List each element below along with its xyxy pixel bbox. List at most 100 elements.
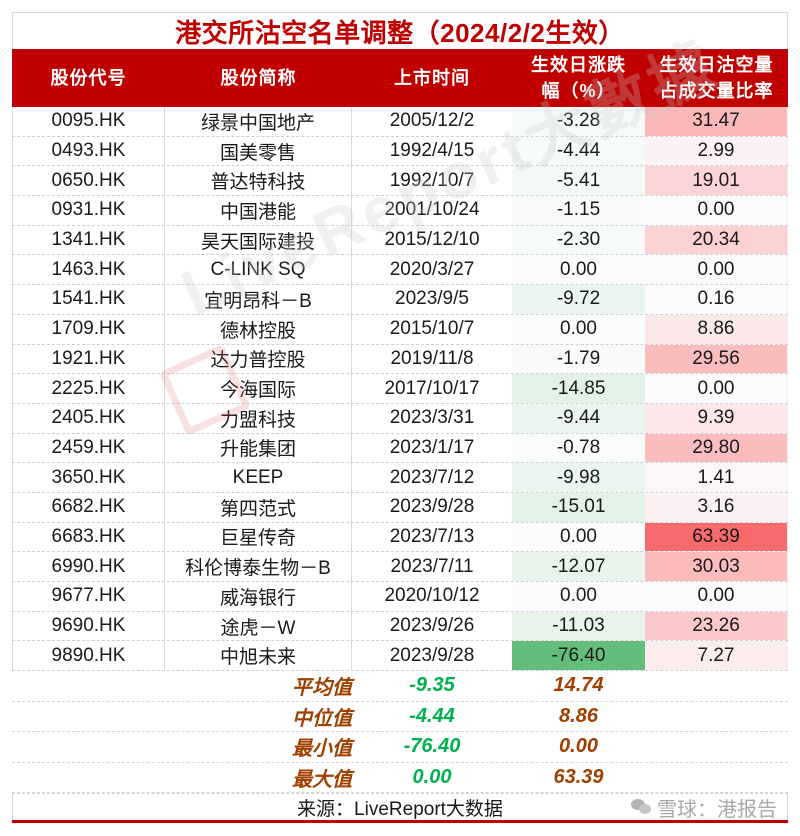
listing-date-cell: 2005/12/2 bbox=[389, 110, 475, 132]
change-pct-cell: -2.30 bbox=[512, 225, 645, 255]
stock-name-cell: 昊天国际建投 bbox=[165, 225, 352, 255]
change-pct-cell: 0.00 bbox=[512, 522, 645, 552]
short-ratio-cell: 29.80 bbox=[645, 433, 788, 463]
change-pct-cell: -1.79 bbox=[512, 344, 645, 374]
table-row: 6990.HK 科伦博泰生物－B 2023/7/11 -12.07 30.03 bbox=[12, 552, 788, 582]
stock-code-cell: 0095.HK bbox=[12, 107, 165, 136]
table-row: 1921.HK 达力普控股 2019/11/8 -1.79 29.56 bbox=[12, 344, 788, 375]
stock-name-cell: 第四范式 bbox=[165, 492, 352, 522]
table-row: 3650.HK KEEP 2023/7/12 -9.98 1.41 bbox=[12, 463, 788, 493]
stock-code-cell: 6682.HK bbox=[12, 492, 165, 522]
summary-label: 中位值 bbox=[292, 707, 352, 730]
change-pct-cell: -9.98 bbox=[512, 463, 645, 492]
short-ratio-cell: 9.39 bbox=[645, 403, 788, 433]
summary-ratio: 0.00 bbox=[559, 735, 598, 758]
listing-date-cell: 2023/7/12 bbox=[389, 466, 475, 488]
short-ratio-cell: 0.16 bbox=[645, 285, 788, 314]
summary-change: -9.35 bbox=[409, 674, 455, 697]
summary-change: 0.00 bbox=[412, 765, 452, 788]
listing-date-cell: 2015/10/7 bbox=[389, 318, 475, 340]
summary-row: 平均值 -9.35 14.74 bbox=[12, 671, 788, 702]
listing-date-cell: 2020/10/12 bbox=[384, 585, 480, 607]
stock-code-cell: 1541.HK bbox=[12, 285, 165, 314]
stock-code-cell: 3650.HK bbox=[12, 463, 165, 492]
corner-watermark-text: 雪球：港报告 bbox=[657, 798, 777, 821]
table-body: 0095.HK 绿景中国地产 2005/12/2 -3.28 31.47 0493.HK 国… bbox=[12, 107, 788, 672]
summary-ratio: 8.86 bbox=[559, 704, 598, 727]
stock-name-cell: 升能集团 bbox=[165, 433, 352, 463]
short-ratio-cell: 30.03 bbox=[645, 552, 788, 581]
change-pct-cell: -1.15 bbox=[512, 196, 645, 225]
listing-date-cell: 2019/11/8 bbox=[390, 347, 474, 369]
table-row: 0095.HK 绿景中国地产 2005/12/2 -3.28 31.47 bbox=[12, 107, 788, 137]
stock-code-cell: 0931.HK bbox=[12, 196, 165, 225]
stock-name-cell: 力盟科技 bbox=[165, 403, 352, 433]
short-ratio-cell: 0.00 bbox=[645, 374, 788, 403]
listing-date-cell: 1992/10/7 bbox=[389, 169, 475, 191]
change-pct-cell: -76.40 bbox=[512, 641, 645, 671]
table-row: 0931.HK 中国港能 2001/10/24 -1.15 0.00 bbox=[12, 196, 788, 226]
change-pct-cell: -3.28 bbox=[512, 107, 645, 136]
change-pct-cell: -9.44 bbox=[512, 403, 645, 433]
table-header: 股份代号 股份简称 上市时间 生效日涨跌 幅（%） 生效日沽空量 占成交量比率 bbox=[12, 49, 788, 107]
stock-code-cell: 1463.HK bbox=[12, 255, 165, 285]
listing-date-cell: 2017/10/17 bbox=[384, 377, 480, 399]
summary-change: -4.44 bbox=[409, 704, 455, 727]
table-row: 1463.HK C-LINK SQ 2020/3/27 0.00 0.00 bbox=[12, 255, 788, 286]
listing-date-cell: 2020/3/27 bbox=[389, 258, 475, 280]
short-ratio-cell: 1.41 bbox=[645, 463, 788, 492]
table-row: 9677.HK 威海银行 2020/10/12 0.00 0.00 bbox=[12, 582, 788, 612]
stock-name-cell: 中国港能 bbox=[165, 196, 352, 225]
listing-date-cell: 2023/1/17 bbox=[389, 436, 475, 458]
change-pct-cell: -4.44 bbox=[512, 136, 645, 166]
listing-date-cell: 2023/3/31 bbox=[389, 407, 475, 429]
header-name: 股份简称 bbox=[220, 68, 297, 88]
stock-name-cell: 普达特科技 bbox=[165, 166, 352, 196]
change-pct-cell: 0.00 bbox=[512, 314, 645, 344]
summary-change: -76.40 bbox=[403, 735, 461, 758]
summary-row: 最小值 -76.40 0.00 bbox=[12, 732, 788, 763]
change-pct-cell: 0.00 bbox=[512, 255, 645, 285]
summary-label: 最大值 bbox=[292, 768, 352, 791]
header-change-pct: 生效日涨跌 幅（%） bbox=[531, 55, 626, 101]
stock-code-cell: 2405.HK bbox=[12, 403, 165, 433]
table-row: 0493.HK 国美零售 1992/4/15 -4.44 2.99 bbox=[12, 136, 788, 167]
change-pct-cell: -5.41 bbox=[512, 166, 645, 196]
listing-date-cell: 2001/10/24 bbox=[384, 199, 480, 221]
table-row: 9690.HK 途虎－W 2023/9/26 -11.03 23.26 bbox=[12, 611, 788, 642]
short-ratio-cell: 8.86 bbox=[645, 314, 788, 344]
listing-date-cell: 2023/9/28 bbox=[389, 644, 475, 666]
stock-code-cell: 0493.HK bbox=[12, 136, 165, 166]
listing-date-cell: 2023/7/11 bbox=[390, 555, 474, 577]
summary-section: 平均值 -9.35 14.74 中位值 -4.44 8.86 最小值 -76.40 0.00 最大… bbox=[12, 671, 788, 794]
stock-code-cell: 0650.HK bbox=[12, 166, 165, 196]
stock-name-cell: 国美零售 bbox=[165, 136, 352, 166]
stock-code-cell: 9890.HK bbox=[12, 641, 165, 671]
change-pct-cell: -15.01 bbox=[512, 492, 645, 522]
listing-date-cell: 2023/9/26 bbox=[389, 615, 475, 637]
stock-name-cell: 巨星传奇 bbox=[165, 522, 352, 552]
stock-code-cell: 1709.HK bbox=[12, 314, 165, 344]
listing-date-cell: 2023/9/28 bbox=[389, 496, 475, 518]
stock-code-cell: 1921.HK bbox=[12, 344, 165, 374]
table-row: 0650.HK 普达特科技 1992/10/7 -5.41 19.01 bbox=[12, 166, 788, 197]
header-listing-date: 上市时间 bbox=[394, 68, 470, 88]
short-ratio-cell: 29.56 bbox=[645, 344, 788, 374]
listing-date-cell: 2023/7/13 bbox=[389, 525, 475, 547]
summary-label: 平均值 bbox=[292, 677, 352, 700]
stock-name-cell: 威海银行 bbox=[165, 582, 352, 611]
table-row: 2459.HK 升能集团 2023/1/17 -0.78 29.80 bbox=[12, 433, 788, 464]
stock-name-cell: KEEP bbox=[165, 463, 352, 492]
stock-name-cell: 绿景中国地产 bbox=[165, 107, 352, 136]
short-ratio-cell: 0.00 bbox=[645, 255, 788, 285]
stock-name-cell: C-LINK SQ bbox=[165, 255, 352, 285]
listing-date-cell: 2023/9/5 bbox=[395, 288, 469, 310]
change-pct-cell: 0.00 bbox=[512, 582, 645, 611]
short-ratio-cell: 3.16 bbox=[645, 492, 788, 522]
stock-code-cell: 9690.HK bbox=[12, 611, 165, 641]
header-code: 股份代号 bbox=[50, 68, 127, 88]
stock-name-cell: 途虎－W bbox=[165, 611, 352, 641]
short-ratio-cell: 20.34 bbox=[645, 225, 788, 255]
listing-date-cell: 2015/12/10 bbox=[384, 229, 480, 251]
change-pct-cell: -9.72 bbox=[512, 285, 645, 314]
